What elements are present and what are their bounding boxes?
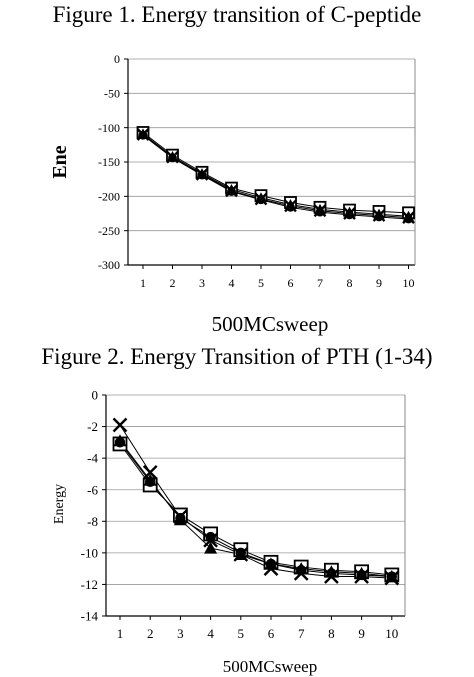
figure-1-x-tick-label: 8	[347, 276, 353, 290]
figure-1-series-4-line	[142, 134, 409, 220]
figure-1-y-tick-label: -300	[98, 258, 120, 272]
figure-2-series-2-point	[204, 541, 218, 554]
figure-2-y-tick-label: -4	[87, 451, 98, 466]
figure-2-x-tick-label: 3	[177, 626, 184, 641]
figure-1-x-axis-label: 500MCsweep	[211, 312, 329, 336]
figure-2-series-3-line	[119, 424, 392, 579]
figure-1-x-tick-label: 9	[376, 276, 382, 290]
figure-2-x-tick-label: 2	[147, 626, 154, 641]
figure-1-series-4-point	[345, 210, 354, 220]
figure-2-series-4-point	[235, 547, 246, 559]
figure-2-series-4-point	[356, 569, 367, 581]
figure-1-plot: 0 -50 -100 -150 -200 -250 -300 1 2 3 4 5 6 7 8 9 10	[98, 52, 416, 290]
figure-1-x-tick-label: 5	[258, 276, 264, 290]
figure-2-series-3-point	[142, 465, 158, 480]
figure-2-y-tick-label: -12	[81, 577, 98, 592]
figure-2-series-4-point	[205, 531, 216, 543]
figure-2-x-tick-label: 9	[358, 626, 365, 641]
figure-2-y-tick-label: 0	[92, 388, 99, 403]
figure-2-plot: 0 -2 -4 -6 -8 -10 -12 -14 1 2 3 4 5 6 7 8 9 10	[81, 388, 406, 641]
figure-1-x-tick-label: 4	[229, 276, 235, 290]
figure-2-series-4-point	[265, 558, 277, 570]
figure-2-series-4-point	[326, 568, 337, 579]
figure-2-y-tick-label: -6	[87, 482, 98, 497]
figure-2-series-3-point	[112, 417, 128, 433]
figure-2-y-tick-label: -14	[81, 609, 99, 624]
figure-2-x-tick-label: 1	[117, 626, 124, 641]
figure-1-series-4-point	[197, 170, 207, 180]
figure-2-series-4-point	[386, 571, 397, 582]
figure-1-y-tick-label: -250	[98, 224, 120, 238]
figure-2-x-tick-label: 10	[385, 626, 398, 641]
figure-1-y-tick-label: -100	[98, 121, 120, 135]
figure-2-y-tick-label: -10	[81, 545, 98, 560]
figure-2-y-tick-label: -2	[87, 419, 98, 434]
figure-1-series-4-point	[227, 187, 236, 196]
figure-2-x-tick-label: 5	[238, 626, 245, 641]
figure-2-series-4-line	[119, 442, 392, 578]
figure-2-series-1-line	[119, 443, 392, 576]
figure-1-series-4-point	[315, 207, 325, 217]
figure-2-series-4-point	[175, 512, 186, 524]
figure-1-series-4-point	[168, 153, 177, 163]
figure-2-x-tick-label: 8	[328, 626, 335, 641]
figure-2-series-4-point	[145, 476, 156, 488]
figure-1-x-tick-label: 7	[317, 276, 323, 290]
figure-1-series-4-point	[256, 195, 266, 205]
figure-1-y-tick-label: -150	[98, 155, 120, 169]
figure-1-y-tick-label: -50	[104, 87, 120, 101]
figure-1-x-tick-label: 2	[170, 276, 176, 290]
figure-2-series-4-point	[296, 565, 307, 576]
figure-1-y-tick-label: -200	[98, 190, 120, 204]
figure-1-series-4-point	[374, 212, 384, 222]
figure-1-x-tick-label: 1	[140, 276, 146, 290]
figure-2-series-4-point	[114, 437, 126, 448]
figure-1-series-3-line	[142, 134, 409, 219]
figure-1-x-tick-label: 3	[199, 276, 205, 290]
figure-1-x-tick-label: 10	[403, 276, 415, 290]
figure-2-y-tick-label: -8	[87, 514, 98, 529]
figure-2-x-axis-label: 500MCsweep	[222, 657, 318, 676]
figure-2-title: Figure 2. Energy Transition of PTH (1-34…	[41, 344, 433, 369]
figure-1-y-tick-label: 0	[114, 52, 120, 66]
figure-1-series-2-line	[142, 133, 409, 217]
figure-2-x-tick-label: 6	[268, 626, 275, 641]
figure-1-series-4-point	[286, 202, 295, 212]
figure-1-series-4-point	[404, 214, 413, 224]
figure-1-title: Figure 1. Energy transition of C-peptide	[52, 2, 422, 27]
figure-1-series-1-line	[142, 132, 409, 214]
figure-2-x-tick-label: 4	[207, 626, 214, 641]
figure-2-x-tick-label: 7	[298, 626, 305, 641]
figure-1-x-tick-label: 6	[288, 276, 294, 290]
figure-1-series-4-point	[138, 130, 148, 140]
